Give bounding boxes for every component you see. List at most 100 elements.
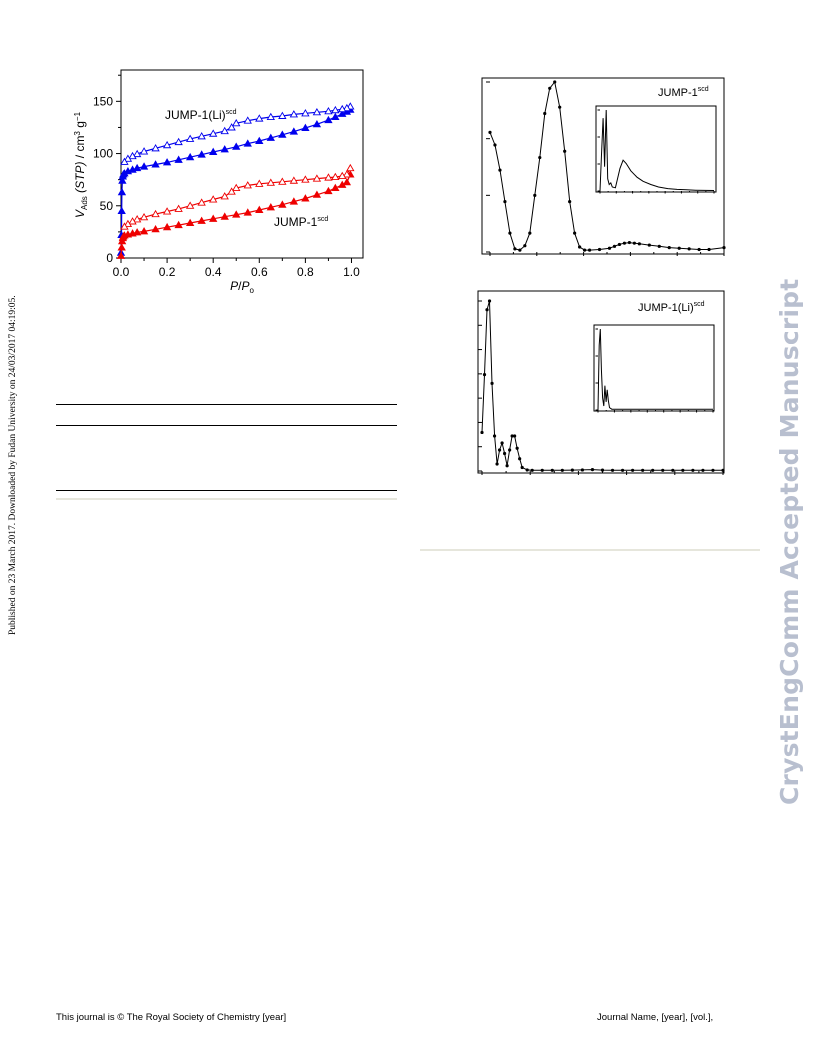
isotherm-point — [151, 209, 160, 218]
isotherm-point — [162, 158, 172, 166]
pd1-point — [687, 247, 691, 251]
pd1-point — [597, 247, 602, 252]
table-header-rule — [56, 425, 397, 426]
isotherm-point — [209, 195, 218, 203]
pd2-point — [681, 468, 685, 472]
pd2-point — [711, 468, 715, 472]
isotherm-point — [162, 222, 172, 231]
pd2-point — [641, 468, 645, 472]
isotherm-point — [116, 251, 126, 259]
column-separator-left — [56, 498, 397, 500]
pd2-point — [513, 434, 517, 438]
pd1-point — [637, 242, 641, 246]
isotherm-point — [289, 176, 299, 184]
published-notice: Published on 23 March 2017. Downloaded b… — [8, 295, 18, 635]
pd2-point — [487, 299, 492, 303]
pd2-point — [515, 446, 519, 450]
pd2-inset-ticks — [595, 328, 714, 413]
isotherm-x-tick-label: 0.6 — [251, 265, 268, 279]
pd1-point — [573, 231, 577, 235]
isotherm-point — [255, 114, 264, 122]
label-jump1li-isotherm: JUMP-1(Li)scd — [165, 108, 237, 122]
isotherm-point — [266, 203, 275, 211]
pd1-point — [607, 246, 612, 250]
isotherm-point — [232, 183, 241, 192]
isotherm-point — [123, 219, 133, 228]
isotherm-point — [118, 176, 127, 184]
pd1-inset-frame — [595, 105, 717, 193]
isotherm-x-tick-label: 0.2 — [159, 265, 176, 279]
isotherm-point — [174, 155, 183, 163]
isotherm-y-tick-label: 100 — [93, 147, 113, 161]
isotherm-point — [289, 110, 299, 118]
label-jump1li-pd: JUMP-1(Li)scd — [638, 301, 705, 314]
isotherm-point — [331, 105, 340, 114]
isotherm-x-tick-label: 0.0 — [113, 265, 130, 279]
pd1-point — [488, 130, 492, 134]
isotherm-point — [209, 214, 218, 222]
pd2-point — [631, 468, 635, 472]
footer-copyright: This journal is © The Royal Society of C… — [56, 1012, 287, 1023]
pore-distribution-jump1: JUMP-1scd — [481, 77, 726, 256]
isotherm-point — [243, 181, 252, 189]
isotherm-point — [139, 147, 149, 155]
pd2-point — [480, 430, 484, 435]
isotherm-point — [346, 163, 355, 172]
isotherm-ticks: 0.0 0.2 0.4 0.6 0.8 1.0 0 50 100 150 — [93, 74, 360, 279]
pd1-point — [513, 247, 517, 251]
isotherm-point — [278, 111, 287, 119]
isotherm-point — [220, 212, 229, 220]
isotherm-point — [338, 171, 347, 180]
pd1-point — [677, 246, 681, 250]
pd2-point — [497, 448, 502, 452]
isotherm-point — [342, 103, 352, 112]
pd2-point — [500, 441, 504, 445]
pd2-point — [610, 468, 615, 472]
pd2-point — [525, 468, 529, 472]
isotherm-point — [185, 134, 195, 142]
isotherm-x-tick-label: 0.8 — [297, 265, 314, 279]
pd2-inset-line — [597, 328, 713, 411]
isotherm-point — [117, 206, 126, 215]
isotherm-point — [132, 228, 142, 236]
pd1-point — [697, 247, 701, 252]
pd2-point — [721, 468, 725, 472]
pd2-point — [600, 468, 605, 472]
pd2-point — [560, 468, 564, 472]
isotherm-point — [301, 109, 310, 117]
pd1-point — [538, 155, 542, 160]
pd2-point — [701, 468, 705, 472]
pd1-point — [632, 241, 636, 245]
isotherm-point — [289, 127, 299, 135]
isotherm-point — [151, 144, 160, 152]
pd2-point — [502, 451, 507, 456]
isotherm-point — [255, 179, 264, 187]
pd1-inset-ticks — [597, 109, 715, 194]
isotherm-point — [197, 216, 206, 224]
table-top-rule — [56, 404, 397, 405]
isotherm-point — [174, 204, 183, 212]
pd2-point — [620, 468, 625, 472]
isotherm-point — [324, 173, 333, 181]
isotherm-point — [162, 207, 172, 215]
pd2-point — [482, 373, 487, 377]
isotherm-point — [266, 112, 275, 120]
isotherm-point — [227, 187, 236, 195]
pd1-point — [508, 231, 512, 235]
pd2-point — [510, 434, 514, 438]
isotherm-point — [197, 132, 206, 140]
pd1-inset-series — [599, 109, 715, 192]
footer-journal: Journal Name, [year], [vol.], — [597, 1012, 714, 1023]
pd1-point — [503, 200, 507, 204]
pd1-point — [493, 143, 497, 147]
accepted-manuscript-watermark: CrystEngComm Accepted Manuscript — [775, 278, 804, 805]
pd2-line — [481, 300, 723, 471]
pd2-point — [492, 434, 497, 438]
pd2-point — [508, 448, 512, 452]
isotherm-point — [117, 243, 126, 251]
isotherm-point — [185, 218, 195, 227]
label-jump1-pd: JUMP-1scd — [658, 86, 709, 99]
isotherm-point — [162, 140, 172, 149]
isotherm-point — [139, 212, 149, 221]
isotherm-point — [255, 136, 264, 145]
